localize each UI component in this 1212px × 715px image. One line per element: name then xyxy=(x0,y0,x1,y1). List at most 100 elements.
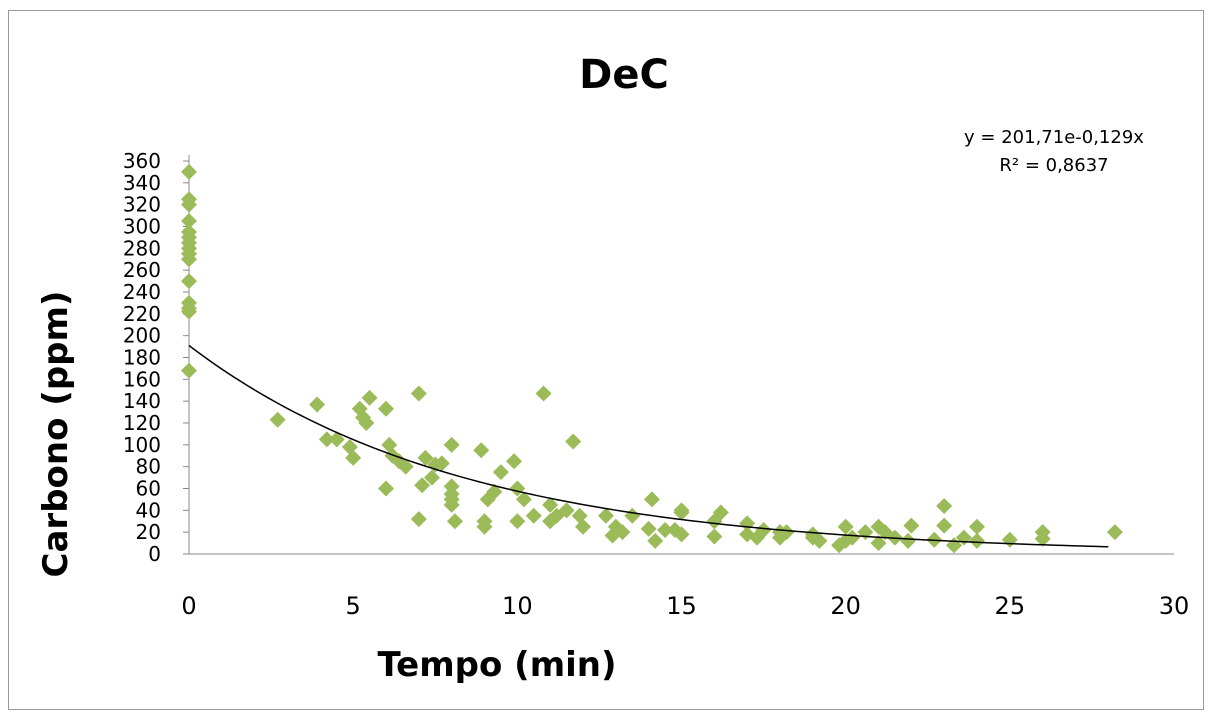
data-point xyxy=(1001,531,1018,548)
data-points xyxy=(181,163,1123,554)
y-tick-label: 40 xyxy=(136,498,161,522)
data-point xyxy=(414,477,431,494)
data-point xyxy=(309,396,326,413)
data-point xyxy=(476,513,493,530)
data-point xyxy=(542,496,559,513)
data-point xyxy=(844,529,861,546)
data-point xyxy=(378,480,394,497)
data-point xyxy=(936,517,953,534)
y-tick-label: 140 xyxy=(123,389,161,413)
data-point xyxy=(492,464,509,481)
x-tick-label: 20 xyxy=(830,592,861,620)
data-point xyxy=(575,518,591,535)
data-point xyxy=(597,507,614,524)
data-point xyxy=(358,415,375,431)
y-tick-label: 260 xyxy=(123,258,161,282)
y-tick-label: 20 xyxy=(136,520,161,544)
data-point xyxy=(486,483,503,500)
data-point xyxy=(657,521,674,538)
data-point xyxy=(673,526,690,543)
data-point xyxy=(969,532,985,549)
data-point xyxy=(443,496,460,513)
data-point xyxy=(870,535,887,552)
x-tick-label: 15 xyxy=(666,592,697,620)
data-point xyxy=(778,524,795,541)
data-point xyxy=(328,431,345,448)
data-point xyxy=(558,502,575,519)
y-tick-label: 120 xyxy=(123,411,161,435)
data-point xyxy=(755,521,772,538)
data-point xyxy=(509,513,526,530)
data-point xyxy=(181,362,197,379)
data-point xyxy=(473,442,490,459)
y-tick-label: 300 xyxy=(123,215,161,239)
chart-title: DeC xyxy=(579,52,669,98)
data-point xyxy=(410,385,427,402)
data-point xyxy=(837,518,854,535)
data-point xyxy=(673,504,690,521)
y-tick-label: 360 xyxy=(123,149,161,173)
x-tick-label: 10 xyxy=(502,592,533,620)
chart-area: DeC y = 201,71e-0,129x R² = 0,8637 Tempo… xyxy=(8,10,1204,710)
y-axis-title: Carbono (ppm) xyxy=(36,291,76,578)
data-point xyxy=(712,504,729,521)
trendline-equation: y = 201,71e-0,129x xyxy=(964,127,1144,148)
trendline-r2: R² = 0,8637 xyxy=(999,155,1108,176)
y-tick-label: 320 xyxy=(123,193,161,217)
data-point xyxy=(181,273,197,290)
axes: 0204060801001201401601802002202402602803… xyxy=(123,149,1189,620)
data-point xyxy=(181,251,197,268)
data-point xyxy=(640,520,657,537)
data-point xyxy=(181,163,197,180)
trendline xyxy=(188,344,1109,548)
data-point xyxy=(433,455,450,472)
data-point xyxy=(515,491,532,508)
data-point xyxy=(361,389,378,406)
y-tick-label: 80 xyxy=(136,455,161,479)
data-point xyxy=(811,532,828,549)
data-point xyxy=(181,303,197,320)
data-point xyxy=(739,515,756,532)
y-tick-label: 100 xyxy=(123,433,161,457)
data-point xyxy=(571,507,588,524)
data-point xyxy=(181,196,197,213)
data-point xyxy=(318,431,335,448)
chart-svg: DeC y = 201,71e-0,129x R² = 0,8637 Tempo… xyxy=(36,52,1189,685)
data-point xyxy=(446,513,463,530)
x-tick-label: 30 xyxy=(1159,592,1190,620)
data-point xyxy=(1106,524,1123,541)
data-point xyxy=(535,385,552,402)
y-tick-label: 200 xyxy=(123,324,161,348)
data-point xyxy=(506,453,523,470)
data-point xyxy=(565,433,582,450)
data-point xyxy=(900,532,917,549)
data-point xyxy=(378,400,394,417)
data-point xyxy=(181,213,197,230)
y-tick-label: 180 xyxy=(123,346,161,370)
data-point xyxy=(614,524,631,541)
data-point xyxy=(443,436,460,453)
trendline-layer xyxy=(188,344,1109,548)
y-tick-label: 240 xyxy=(123,280,161,304)
data-point xyxy=(969,518,985,535)
x-axis-title: Tempo (min) xyxy=(377,645,616,685)
data-point xyxy=(643,491,660,508)
x-tick-label: 5 xyxy=(346,592,361,620)
x-tick-label: 0 xyxy=(181,592,196,620)
data-point xyxy=(269,411,286,428)
data-point xyxy=(1034,530,1051,547)
y-tick-label: 220 xyxy=(123,302,161,326)
y-tick-label: 160 xyxy=(123,367,161,391)
y-tick-label: 280 xyxy=(123,236,161,260)
data-point xyxy=(397,458,414,475)
data-point xyxy=(410,511,427,528)
data-point xyxy=(624,507,641,524)
data-point xyxy=(903,517,920,534)
data-point xyxy=(345,449,362,466)
data-point xyxy=(423,469,440,486)
y-tick-label: 0 xyxy=(148,542,161,566)
data-point xyxy=(525,507,542,524)
x-tick-label: 25 xyxy=(995,592,1026,620)
y-tick-label: 60 xyxy=(136,477,161,501)
y-tick-label: 340 xyxy=(123,171,161,195)
